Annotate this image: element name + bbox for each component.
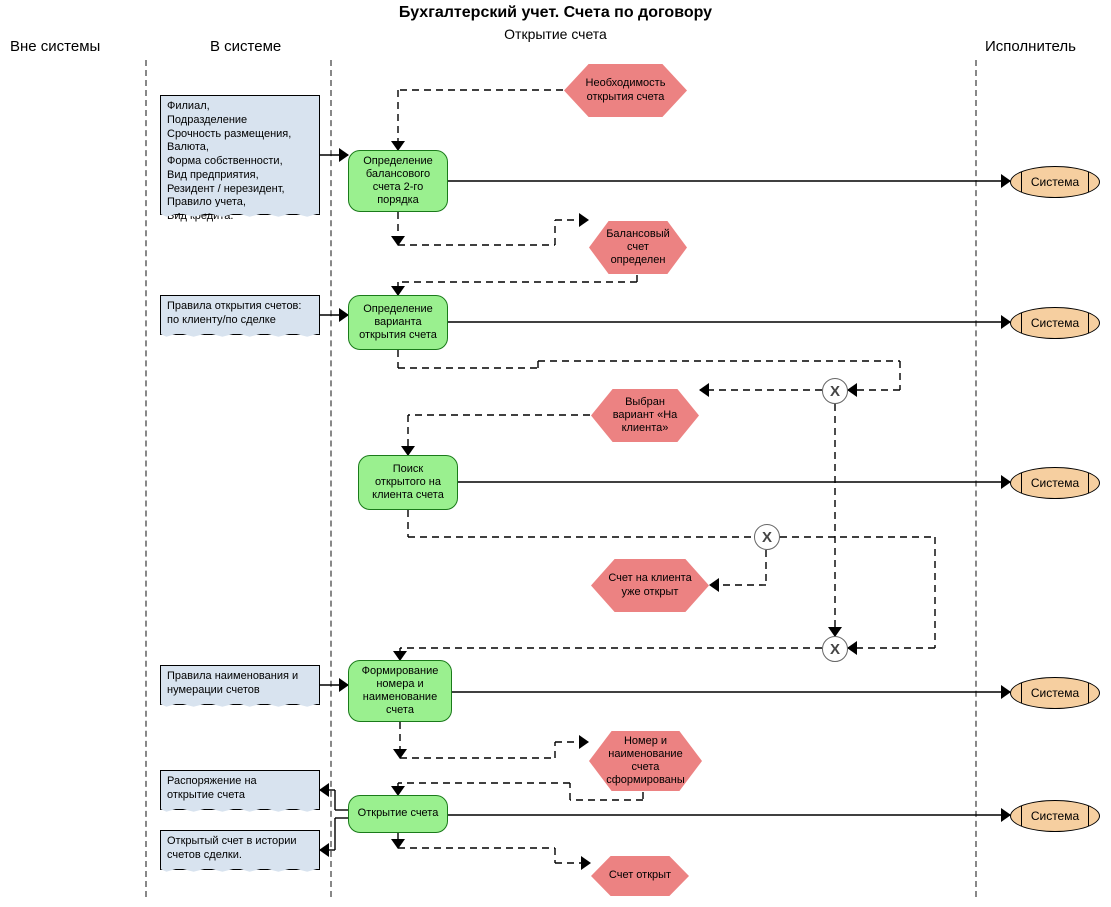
process-search-client-account: Поискоткрытого наклиента счета xyxy=(358,455,458,510)
event-need-open-account: Необходимостьоткрытия счета xyxy=(563,63,688,118)
gateway-x-3: X xyxy=(822,636,848,662)
lane-divider xyxy=(975,60,977,897)
event-client-account-open: Счет на клиентауже открыт xyxy=(590,558,710,613)
gateway-x-1: X xyxy=(822,378,848,404)
lane-divider xyxy=(330,60,332,897)
event-balance-determined: Балансовыйсчетопределен xyxy=(588,220,688,275)
actor-system: Система xyxy=(1010,166,1100,198)
note-naming-rules: Правила наименования инумерации счетов xyxy=(160,665,320,705)
note-account-history: Открытый счет в историисчетов сделки. xyxy=(160,830,320,870)
event-variant-client: Выбранвариант «Наклиента» xyxy=(590,388,700,443)
lane-divider xyxy=(145,60,147,897)
note-inputs-attributes: Филиал,ПодразделениеСрочность размещения… xyxy=(160,95,320,215)
col-executor: Исполнитель xyxy=(985,38,1076,55)
event-name-number-formed: Номер инаименованиесчетасформированы xyxy=(588,730,703,792)
title-sub: Открытие счета xyxy=(0,26,1111,42)
process-open-account: Открытие счета xyxy=(348,795,448,833)
note-open-order: Распоряжение наоткрытие счета xyxy=(160,770,320,810)
note-opening-rules: Правила открытия счетов:по клиенту/по сд… xyxy=(160,295,320,335)
process-form-number-name: Формированиеномера инаименованиесчета xyxy=(348,660,452,722)
actor-system: Система xyxy=(1010,467,1100,499)
gateway-x-2: X xyxy=(754,524,780,550)
col-inside: В системе xyxy=(210,38,281,55)
actor-system: Система xyxy=(1010,800,1100,832)
process-determine-open-variant: Определениевариантаоткрытия счета xyxy=(348,295,448,350)
event-account-opened: Счет открыт xyxy=(590,855,690,897)
process-determine-balance-account: Определениебалансовогосчета 2-гопорядка xyxy=(348,150,448,212)
title-main: Бухгалтерский учет. Счета по договору xyxy=(0,4,1111,22)
actor-system: Система xyxy=(1010,307,1100,339)
diagram-canvas: Бухгалтерский учет. Счета по договору От… xyxy=(0,0,1111,907)
col-outside: Вне системы xyxy=(10,38,100,55)
actor-system: Система xyxy=(1010,677,1100,709)
